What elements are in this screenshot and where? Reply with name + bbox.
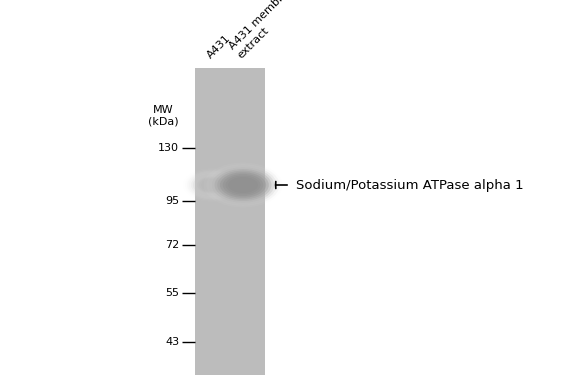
Text: 72: 72 [165,240,179,250]
Text: MW
(kDa): MW (kDa) [148,105,178,126]
Ellipse shape [212,167,274,203]
Ellipse shape [209,166,277,204]
Text: 95: 95 [165,196,179,206]
Ellipse shape [217,171,269,199]
Ellipse shape [199,178,225,192]
Bar [195,68,265,375]
Text: Sodium/Potassium ATPase alpha 1: Sodium/Potassium ATPase alpha 1 [296,178,524,192]
Ellipse shape [204,163,282,208]
Ellipse shape [193,174,231,196]
Ellipse shape [201,179,223,191]
Text: 55: 55 [165,288,179,298]
Ellipse shape [187,171,237,199]
Ellipse shape [185,170,239,201]
Ellipse shape [191,173,233,197]
Ellipse shape [222,174,264,196]
Text: 130: 130 [158,143,179,153]
Ellipse shape [220,172,266,198]
Ellipse shape [215,169,271,201]
Ellipse shape [228,177,258,193]
Text: 43: 43 [165,337,179,347]
Ellipse shape [207,164,279,206]
Ellipse shape [189,172,235,198]
Text: A431: A431 [205,33,232,60]
Ellipse shape [225,175,261,195]
Ellipse shape [195,175,229,195]
Text: A431 membrane
extract: A431 membrane extract [228,0,309,60]
Ellipse shape [197,177,227,193]
